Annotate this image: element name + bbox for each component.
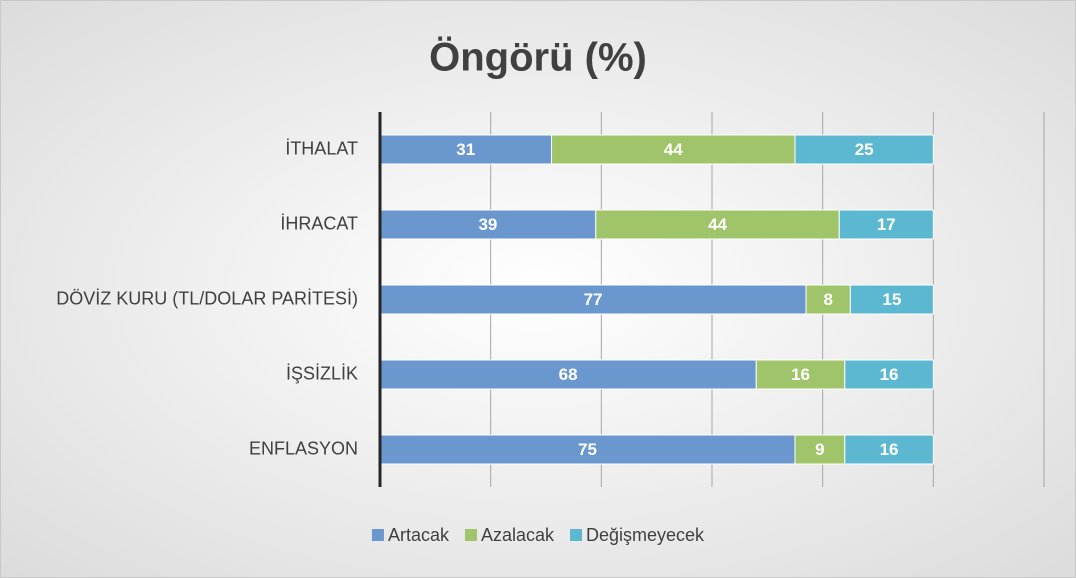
legend-swatch (371, 529, 384, 541)
data-label: 17 (877, 215, 896, 234)
bar-segment (844, 434, 934, 465)
chart-title: Öngörü (%) (429, 35, 647, 80)
y-tick-label: İTHALAT (285, 138, 358, 158)
data-label: 77 (584, 290, 603, 309)
data-label: 44 (708, 215, 727, 234)
data-label: 8 (823, 290, 832, 309)
bar-segment (794, 134, 934, 165)
y-tick-label: İHRACAT (280, 213, 358, 233)
bar-segment (838, 209, 934, 240)
y-tick-label: ENFLASYON (249, 438, 358, 458)
data-label: 16 (791, 365, 810, 384)
legend-label: Artacak (388, 525, 450, 545)
bar-segment (844, 359, 934, 390)
data-label: 31 (456, 140, 475, 159)
data-label: 68 (559, 365, 578, 384)
data-label: 75 (578, 440, 597, 459)
bar-segment (379, 359, 757, 390)
bar-segment (379, 134, 553, 165)
bar-segment (849, 284, 934, 315)
y-tick-label: DÖVİZ KURU (TL/DOLAR PARİTESİ) (56, 288, 358, 308)
data-label: 44 (664, 140, 683, 159)
legend-label: Azalacak (481, 525, 555, 545)
legend-label: Değişmeyecek (586, 525, 705, 545)
bar-segment (379, 209, 597, 240)
data-label: 16 (880, 365, 899, 384)
data-label: 15 (882, 290, 901, 309)
data-label: 39 (478, 215, 497, 234)
bar-segment (805, 284, 851, 315)
data-label: 25 (855, 140, 874, 159)
legend-swatch (570, 529, 583, 541)
bar-segment (379, 434, 796, 465)
legend-swatch (464, 529, 477, 541)
data-label: 16 (880, 440, 899, 459)
bar-segment (551, 134, 796, 165)
y-tick-label: İŞSİZLİK (286, 363, 358, 383)
bar-segment (595, 209, 840, 240)
data-label: 9 (815, 440, 824, 459)
